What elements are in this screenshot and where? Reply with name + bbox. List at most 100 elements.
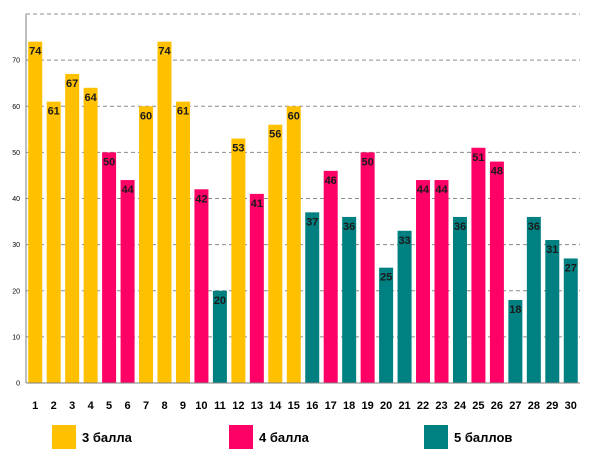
data-label-30: 27 — [565, 262, 577, 274]
legend-label-5: 5 баллов — [454, 429, 513, 445]
data-label-15: 60 — [288, 110, 300, 122]
x-tick-label-8: 8 — [161, 400, 167, 412]
bar-12 — [231, 138, 246, 383]
bar-19 — [360, 152, 375, 383]
bar-13 — [249, 193, 264, 383]
x-tick-label-26: 26 — [491, 400, 503, 412]
x-tick-label-13: 13 — [251, 400, 263, 412]
data-label-20: 25 — [380, 272, 392, 284]
bar-18 — [342, 216, 357, 383]
bar-22 — [416, 180, 431, 383]
legend-item-3: 3 балла — [52, 425, 132, 449]
legend-item-4: 4 балла — [229, 425, 309, 449]
bar-28 — [526, 216, 541, 383]
data-label-16: 37 — [306, 216, 318, 228]
y-tick-label-70: 70 — [12, 58, 20, 65]
data-label-1: 74 — [29, 46, 42, 58]
data-label-5: 50 — [103, 156, 115, 168]
gridlines — [26, 13, 580, 338]
y-tick-label-20: 20 — [12, 288, 20, 295]
y-tick-label-40: 40 — [12, 196, 20, 203]
data-label-11: 20 — [214, 295, 226, 307]
x-tick-label-28: 28 — [528, 400, 540, 412]
bar-5 — [102, 152, 117, 383]
x-tick-label-22: 22 — [417, 400, 429, 412]
bar-1 — [28, 41, 43, 384]
data-label-9: 61 — [177, 106, 189, 118]
data-label-17: 46 — [325, 175, 337, 187]
y-tick-label-10: 10 — [12, 334, 20, 341]
bar-23 — [434, 180, 449, 383]
bar-27 — [508, 299, 523, 383]
x-tick-label-3: 3 — [69, 400, 75, 412]
data-label-23: 44 — [435, 184, 448, 196]
bar-16 — [305, 212, 320, 383]
data-label-10: 42 — [195, 193, 207, 205]
bar-4 — [83, 87, 98, 384]
x-tick-label-21: 21 — [398, 400, 410, 412]
data-label-27: 18 — [509, 304, 521, 316]
legend-label-4: 4 балла — [259, 429, 309, 445]
data-label-29: 31 — [546, 244, 558, 256]
data-label-6: 44 — [121, 184, 134, 196]
x-tick-label-10: 10 — [195, 400, 207, 412]
x-tick-label-29: 29 — [546, 400, 558, 412]
data-label-4: 64 — [85, 92, 98, 104]
bar-20 — [379, 267, 394, 383]
x-tick-label-24: 24 — [454, 400, 467, 412]
bar-30 — [563, 258, 578, 383]
bar-7 — [139, 106, 154, 383]
bar-6 — [120, 180, 135, 383]
y-tick-label-60: 60 — [12, 104, 20, 111]
x-tick-label-9: 9 — [180, 400, 186, 412]
bar-24 — [452, 216, 467, 383]
data-label-14: 56 — [269, 129, 281, 141]
bar-14 — [268, 124, 283, 383]
x-tick-label-4: 4 — [88, 400, 95, 412]
bar-17 — [323, 170, 338, 383]
bar-9 — [175, 101, 190, 383]
x-tick-label-30: 30 — [565, 400, 577, 412]
bar-3 — [65, 73, 80, 384]
data-label-28: 36 — [528, 221, 540, 233]
bar-10 — [194, 189, 209, 383]
data-label-26: 48 — [491, 166, 503, 178]
x-tick-label-14: 14 — [269, 400, 282, 412]
data-label-24: 36 — [454, 221, 466, 233]
bar-25 — [471, 147, 486, 383]
x-tick-label-27: 27 — [509, 400, 521, 412]
x-tick-label-25: 25 — [472, 400, 484, 412]
x-tick-label-15: 15 — [288, 400, 300, 412]
data-label-22: 44 — [417, 184, 430, 196]
data-label-3: 67 — [66, 78, 78, 90]
bar-8 — [157, 41, 172, 384]
data-label-12: 53 — [232, 143, 244, 155]
data-label-2: 61 — [48, 106, 60, 118]
legend-swatch-5 — [424, 425, 448, 449]
data-label-7: 60 — [140, 110, 152, 122]
data-label-21: 33 — [398, 235, 410, 247]
x-tick-label-5: 5 — [106, 400, 112, 412]
legend-label-3: 3 балла — [82, 429, 132, 445]
bar-2 — [46, 101, 61, 383]
x-tick-label-20: 20 — [380, 400, 392, 412]
x-tick-label-2: 2 — [51, 400, 57, 412]
bar-15 — [286, 106, 301, 383]
x-tick-label-23: 23 — [435, 400, 447, 412]
bar-11 — [212, 290, 227, 383]
x-tick-label-6: 6 — [125, 400, 131, 412]
x-tick-label-19: 19 — [362, 400, 374, 412]
x-axis: 1 2 3 4 5 6 7 8 9 10 11 12 13 14 15 16 17 18 19 20 21 22 23 24 2… — [26, 382, 580, 412]
bar-21 — [397, 230, 412, 383]
x-tick-label-11: 11 — [214, 400, 226, 412]
y-tick-label-30: 30 — [12, 242, 20, 249]
legend-item-5: 5 баллов — [424, 425, 512, 449]
x-tick-label-12: 12 — [232, 400, 244, 412]
y-axis: 0 10 20 30 40 50 60 70 — [12, 14, 27, 388]
bar-29 — [545, 240, 560, 383]
x-tick-label-1: 1 — [32, 400, 38, 412]
bars: 74 61 67 64 50 44 60 74 61 42 20 53 41 56 60 37 46 36 50 25… — [28, 41, 578, 384]
x-tick-label-17: 17 — [325, 400, 337, 412]
data-label-19: 50 — [362, 156, 374, 168]
